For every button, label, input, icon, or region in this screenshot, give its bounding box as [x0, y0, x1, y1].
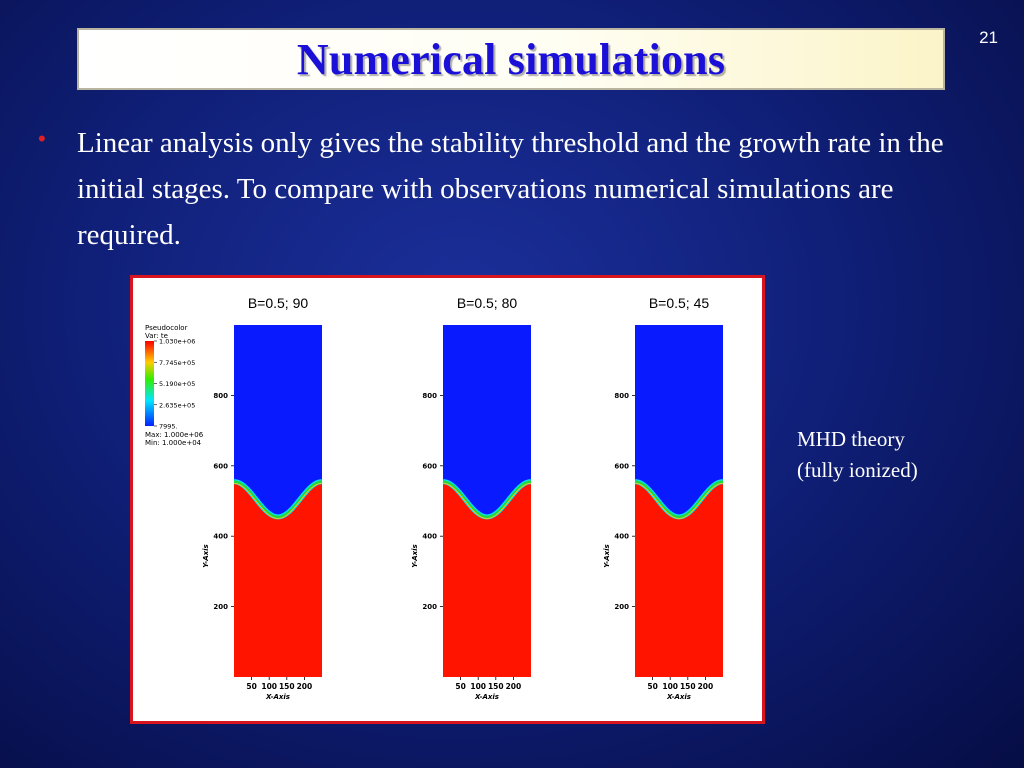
side-label-line-2: (fully ionized)	[797, 458, 918, 482]
slide-number: 21	[979, 28, 998, 47]
x-tick-label: 50	[647, 682, 657, 691]
x-tick-label: 150	[488, 682, 504, 691]
x-axis-label: X-Axis	[474, 693, 499, 701]
legend-tick-label: 2.635e+05	[159, 401, 195, 409]
y-tick-label: 400	[213, 533, 228, 541]
title-box: Numerical simulations	[77, 28, 945, 90]
lower-fluid-region	[443, 481, 531, 677]
y-tick-label: 400	[614, 533, 629, 541]
x-tick-label: 200	[698, 682, 714, 691]
y-axis-label: Y-Axis	[603, 544, 611, 567]
interface-edge	[634, 482, 724, 519]
legend-tick-label: 7995.	[159, 423, 178, 431]
y-tick-label: 800	[422, 392, 437, 400]
x-axis-label: X-Axis	[265, 693, 290, 701]
interface-line	[442, 480, 532, 519]
x-tick-label: 50	[455, 682, 465, 691]
legend-colorbar	[145, 341, 154, 426]
simulation-figure: Pseudocolor Var: te Max: 1.000e+06 Min: …	[130, 275, 765, 724]
legend-header-1: Pseudocolor	[145, 324, 188, 332]
interface-edge	[442, 482, 532, 519]
x-tick-label: 150	[680, 682, 696, 691]
color-legend: Pseudocolor Var: te Max: 1.000e+06 Min: …	[145, 324, 204, 447]
y-tick-label: 800	[614, 392, 629, 400]
x-tick-label: 100	[662, 682, 678, 691]
y-tick-label: 800	[213, 392, 228, 400]
y-tick-label: 400	[422, 533, 437, 541]
panel-title: B=0.5; 80	[457, 295, 518, 311]
legend-header-2: Var: te	[145, 332, 168, 340]
interface-line	[634, 480, 724, 519]
panel-title: B=0.5; 45	[649, 295, 710, 311]
y-tick-label: 600	[614, 462, 629, 470]
lower-fluid-region	[234, 481, 322, 677]
panel-title: B=0.5; 90	[248, 295, 309, 311]
legend-tick-label: 1.030e+06	[159, 338, 195, 346]
y-tick-label: 200	[614, 603, 629, 611]
y-tick-label: 200	[422, 603, 437, 611]
y-axis-label: Y-Axis	[202, 544, 210, 567]
x-tick-label: 50	[246, 682, 256, 691]
legend-tick-label: 7.745e+05	[159, 359, 195, 367]
x-tick-label: 200	[297, 682, 313, 691]
legend-min: Min: 1.000e+04	[145, 439, 202, 447]
lower-fluid-region	[635, 481, 723, 677]
y-tick-label: 200	[213, 603, 228, 611]
x-tick-label: 150	[279, 682, 295, 691]
y-tick-label: 600	[422, 462, 437, 470]
interface-line	[233, 480, 323, 519]
x-axis-label: X-Axis	[666, 693, 691, 701]
y-axis-label: Y-Axis	[411, 544, 419, 567]
side-label-line-1: MHD theory	[797, 427, 905, 451]
legend-tick-label: 5.190e+05	[159, 380, 195, 388]
x-tick-label: 100	[261, 682, 277, 691]
x-tick-label: 200	[506, 682, 522, 691]
side-label: MHD theory (fully ionized)	[797, 424, 918, 486]
interface-edge	[233, 482, 323, 519]
slide-title: Numerical simulations	[296, 34, 726, 84]
simulation-figure-svg: Pseudocolor Var: te Max: 1.000e+06 Min: …	[145, 295, 724, 701]
x-tick-label: 100	[470, 682, 486, 691]
legend-max: Max: 1.000e+06	[145, 431, 204, 439]
y-tick-label: 600	[213, 462, 228, 470]
bullet-dot-icon: •	[38, 126, 46, 151]
bullet-text: Linear analysis only gives the stability…	[77, 127, 944, 251]
